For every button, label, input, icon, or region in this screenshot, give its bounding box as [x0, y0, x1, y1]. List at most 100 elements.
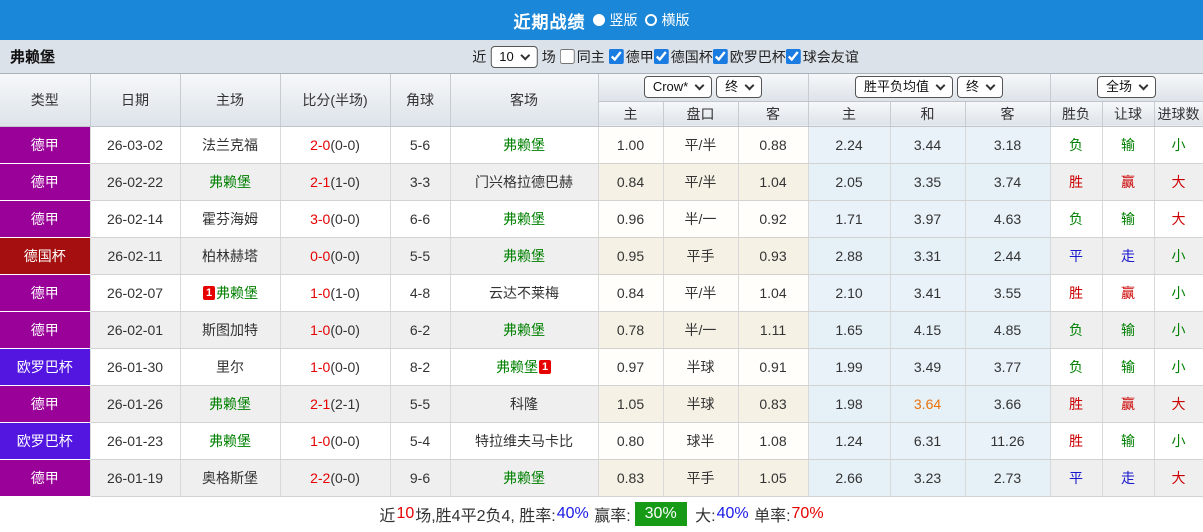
- chevron-down-icon: [694, 80, 705, 91]
- corners-cell: 6-6: [390, 200, 451, 238]
- radio-icon[interactable]: [592, 14, 605, 26]
- odds-home-cell: 0.97: [598, 348, 664, 386]
- handicap-cell: 半球: [663, 385, 739, 423]
- team-name: 弗赖堡: [209, 395, 251, 412]
- bookmaker-controls: Crow* 终: [598, 74, 809, 102]
- league-filter-3[interactable]: 球会友谊: [785, 47, 859, 67]
- avg-home-cell: 1.65: [808, 311, 891, 349]
- goals-result-cell: 小: [1154, 237, 1203, 275]
- home-team-cell: 奥格斯堡: [180, 459, 281, 497]
- league-filter-1[interactable]: 德国杯: [653, 47, 713, 67]
- col-header-goals: 进球数: [1154, 101, 1203, 127]
- layout-option-vertical[interactable]: 竖版: [592, 10, 638, 30]
- odds-away-cell: 1.08: [738, 422, 809, 460]
- result-cell: 胜: [1050, 274, 1103, 312]
- half-time-score: (0-0): [330, 136, 360, 153]
- half-time-score: (2-1): [330, 395, 360, 412]
- league-type-cell: 德甲: [0, 163, 91, 201]
- handicap-result-cell: 输: [1102, 126, 1155, 164]
- scope-select[interactable]: 全场: [1097, 76, 1157, 99]
- same-home-checkbox[interactable]: [559, 49, 575, 64]
- odds-away-cell: 1.04: [738, 274, 809, 312]
- avg-home-cell: 2.66: [808, 459, 891, 497]
- league-filter-2[interactable]: 欧罗巴杯: [712, 47, 786, 67]
- match-row: 德甲 26-01-19 奥格斯堡 2-2(0-0) 9-6 弗赖堡 0.83 平手 1.05 2.…: [0, 459, 1203, 497]
- result-cell: 负: [1050, 126, 1103, 164]
- chevron-down-icon: [520, 50, 531, 60]
- match-date-cell: 26-01-26: [90, 385, 181, 423]
- avg-away-cell: 3.55: [965, 274, 1051, 312]
- avg-home-cell: 1.71: [808, 200, 891, 238]
- match-date-cell: 26-02-01: [90, 311, 181, 349]
- layout-option-horizontal[interactable]: 横版: [644, 10, 690, 30]
- same-home-filter[interactable]: 同主: [559, 47, 605, 67]
- summary-text: 单率:: [749, 508, 791, 525]
- chevron-down-icon: [935, 80, 946, 91]
- bookmaker-select-value: Crow*: [652, 79, 689, 95]
- handicap-result-cell: 输: [1102, 422, 1155, 460]
- avg-away-cell: 4.85: [965, 311, 1051, 349]
- handicap-cell: 平/半: [663, 163, 739, 201]
- bookmaker-select[interactable]: Crow*: [643, 76, 713, 99]
- corners-cell: 5-4: [390, 422, 451, 460]
- col-header-date: 日期: [90, 74, 181, 127]
- league-checkbox[interactable]: [785, 49, 801, 64]
- average-stage-select[interactable]: 终: [956, 76, 1003, 99]
- col-header-odds-away: 客: [738, 101, 809, 127]
- odds-home-cell: 0.78: [598, 311, 664, 349]
- league-checkbox[interactable]: [653, 49, 669, 64]
- col-header-result: 胜负: [1050, 101, 1103, 127]
- avg-away-cell: 3.18: [965, 126, 1051, 164]
- team-name: 弗赖堡: [209, 173, 251, 190]
- games-label: 场: [541, 48, 556, 65]
- league-type-cell: 欧罗巴杯: [0, 348, 91, 386]
- odds-home-cell: 0.95: [598, 237, 664, 275]
- odds-away-cell: 0.88: [738, 126, 809, 164]
- col-header-away: 客场: [450, 74, 599, 127]
- odds-home-cell: 0.84: [598, 163, 664, 201]
- league-type-cell: 德国杯: [0, 237, 91, 275]
- col-header-handicap-result: 让球: [1102, 101, 1155, 127]
- average-select[interactable]: 胜平负均值: [855, 76, 954, 99]
- summary-text: 场,胜4平2负4, 胜率:: [415, 508, 556, 525]
- score-cell: 1-0(1-0): [280, 274, 391, 312]
- home-team-cell: 弗赖堡: [180, 385, 281, 423]
- win-rate-badge: 30%: [634, 502, 687, 526]
- team-name: 弗赖堡: [503, 247, 545, 264]
- handicap-cell: 平/半: [663, 274, 739, 312]
- match-date-cell: 26-03-02: [90, 126, 181, 164]
- avg-draw-cell: 3.49: [890, 348, 966, 386]
- summary-text: 近: [379, 508, 396, 525]
- handicap-cell: 半/一: [663, 200, 739, 238]
- match-date-cell: 26-02-11: [90, 237, 181, 275]
- home-team-cell: 里尔: [180, 348, 281, 386]
- team-name: 柏林赫塔: [202, 247, 258, 264]
- full-time-score: 2-0: [310, 136, 331, 153]
- league-filter-0[interactable]: 德甲: [608, 47, 654, 67]
- home-team-cell: 霍芬海姆: [180, 200, 281, 238]
- league-checkbox[interactable]: [712, 49, 728, 64]
- league-type-cell: 德甲: [0, 126, 91, 164]
- score-cell: 2-1(2-1): [280, 385, 391, 423]
- odds-home-cell: 0.96: [598, 200, 664, 238]
- page-title: 近期战绩: [513, 12, 586, 32]
- odds-away-cell: 1.11: [738, 311, 809, 349]
- avg-draw-cell: 6.31: [890, 422, 966, 460]
- match-date-cell: 26-01-30: [90, 348, 181, 386]
- bookmaker-stage-select[interactable]: 终: [716, 76, 763, 99]
- league-label: 德国杯: [670, 48, 713, 65]
- result-cell: 负: [1050, 311, 1103, 349]
- goals-result-cell: 小: [1154, 274, 1203, 312]
- league-checkbox[interactable]: [608, 49, 624, 64]
- match-count-select[interactable]: 10: [490, 45, 538, 68]
- handicap-result-cell: 输: [1102, 311, 1155, 349]
- result-cell: 平: [1050, 237, 1103, 275]
- result-cell: 胜: [1050, 163, 1103, 201]
- avg-away-cell: 3.77: [965, 348, 1051, 386]
- radio-icon[interactable]: [644, 14, 657, 26]
- away-team-cell: 弗赖堡: [450, 237, 599, 275]
- scope-select-value: 全场: [1106, 79, 1133, 95]
- avg-home-cell: 1.24: [808, 422, 891, 460]
- match-row: 德国杯 26-02-11 柏林赫塔 0-0(0-0) 5-5 弗赖堡 0.95 平手 0.93 2…: [0, 237, 1203, 275]
- league-type-cell: 德甲: [0, 385, 91, 423]
